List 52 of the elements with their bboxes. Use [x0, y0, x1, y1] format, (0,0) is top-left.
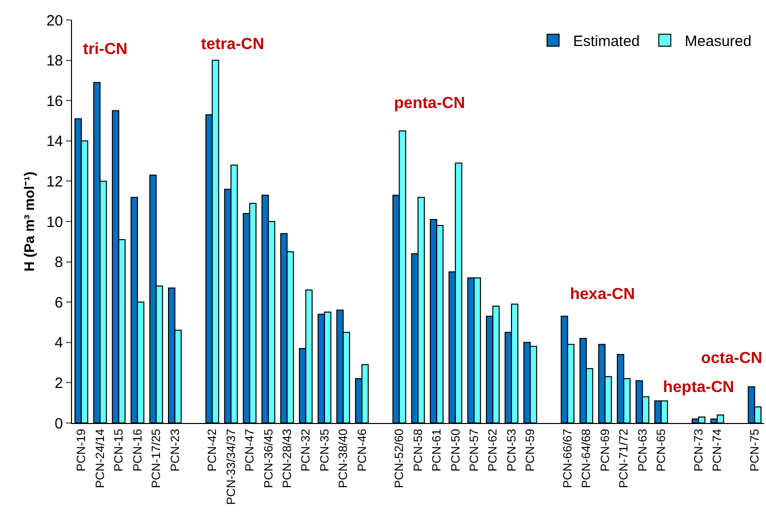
x-tick-label: PCN-38/40 — [336, 428, 350, 488]
x-tick-label: PCN-63 — [635, 428, 650, 472]
x-tick-label: PCN-74 — [710, 428, 724, 472]
x-tick-label: PCN-46 — [354, 428, 369, 472]
y-tick-label: 2 — [54, 374, 63, 392]
x-tick-label: PCN-32 — [298, 428, 313, 472]
annotation: tri-CN — [83, 41, 128, 58]
x-tick-label: PCN-16 — [130, 428, 144, 472]
x-tick-label: PCN-17/25 — [149, 428, 164, 488]
x-tick-label: PCN-52/60 — [392, 428, 406, 488]
legend-label: Measured — [684, 33, 752, 50]
annotation: hexa-CN — [570, 286, 635, 303]
x-tick-label: PCN-24/14 — [92, 428, 107, 488]
x-tick-label: PCN-69 — [598, 428, 612, 472]
annotation: tetra-CN — [201, 36, 264, 53]
annotation: octa-CN — [701, 350, 762, 367]
y-tick-label: 8 — [54, 254, 63, 272]
y-tick-label: 12 — [46, 173, 63, 190]
x-tick-label: PCN-57 — [467, 428, 482, 472]
x-tick-label: PCN-47 — [242, 428, 257, 472]
x-tick-label: PCN-62 — [486, 428, 500, 472]
x-tick-label: PCN-28/43 — [280, 428, 294, 488]
x-tick-label: PCN-23 — [168, 428, 182, 472]
y-tick-label: 20 — [46, 12, 63, 30]
x-tick-label: PCN-50 — [448, 428, 462, 472]
x-tick-label: PCN-66/67 — [560, 428, 575, 488]
y-axis-title: H (Pa m³ mol⁻¹) — [21, 172, 37, 272]
x-tick-label: PCN-53 — [504, 428, 518, 472]
x-tick-label: PCN-15 — [112, 428, 126, 472]
x-tick-label: PCN-36/45 — [261, 428, 276, 488]
x-tick-label: PCN-73 — [691, 428, 706, 472]
annotation: hepta-CN — [663, 379, 734, 396]
x-tick-label: PCN-33/34/37 — [224, 428, 238, 505]
legend-label: Estimated — [573, 33, 640, 50]
x-tick-label: PCN-71/72 — [616, 428, 631, 488]
y-tick-label: 6 — [54, 294, 63, 312]
y-tick-label: 18 — [46, 52, 63, 70]
y-tick-label: 4 — [54, 334, 63, 352]
x-tick-label: PCN-65 — [654, 428, 668, 472]
x-tick-label: PCN-58 — [410, 428, 425, 472]
x-tick-label: PCN-42 — [205, 428, 220, 472]
y-tick-label: 14 — [46, 133, 63, 150]
x-tick-label: PCN-75 — [748, 428, 762, 472]
x-tick-label: PCN-61 — [430, 428, 444, 472]
x-tick-label: PCN-59 — [523, 428, 538, 472]
annotation: penta-CN — [394, 95, 466, 112]
x-tick-label: PCN-35 — [317, 428, 332, 472]
y-tick-label: 0 — [54, 415, 63, 432]
x-tick-label: PCN-64/68 — [579, 428, 594, 488]
x-tick-label: PCN-19 — [74, 428, 88, 472]
y-tick-label: 16 — [46, 92, 63, 110]
y-tick-label: 10 — [46, 214, 63, 231]
